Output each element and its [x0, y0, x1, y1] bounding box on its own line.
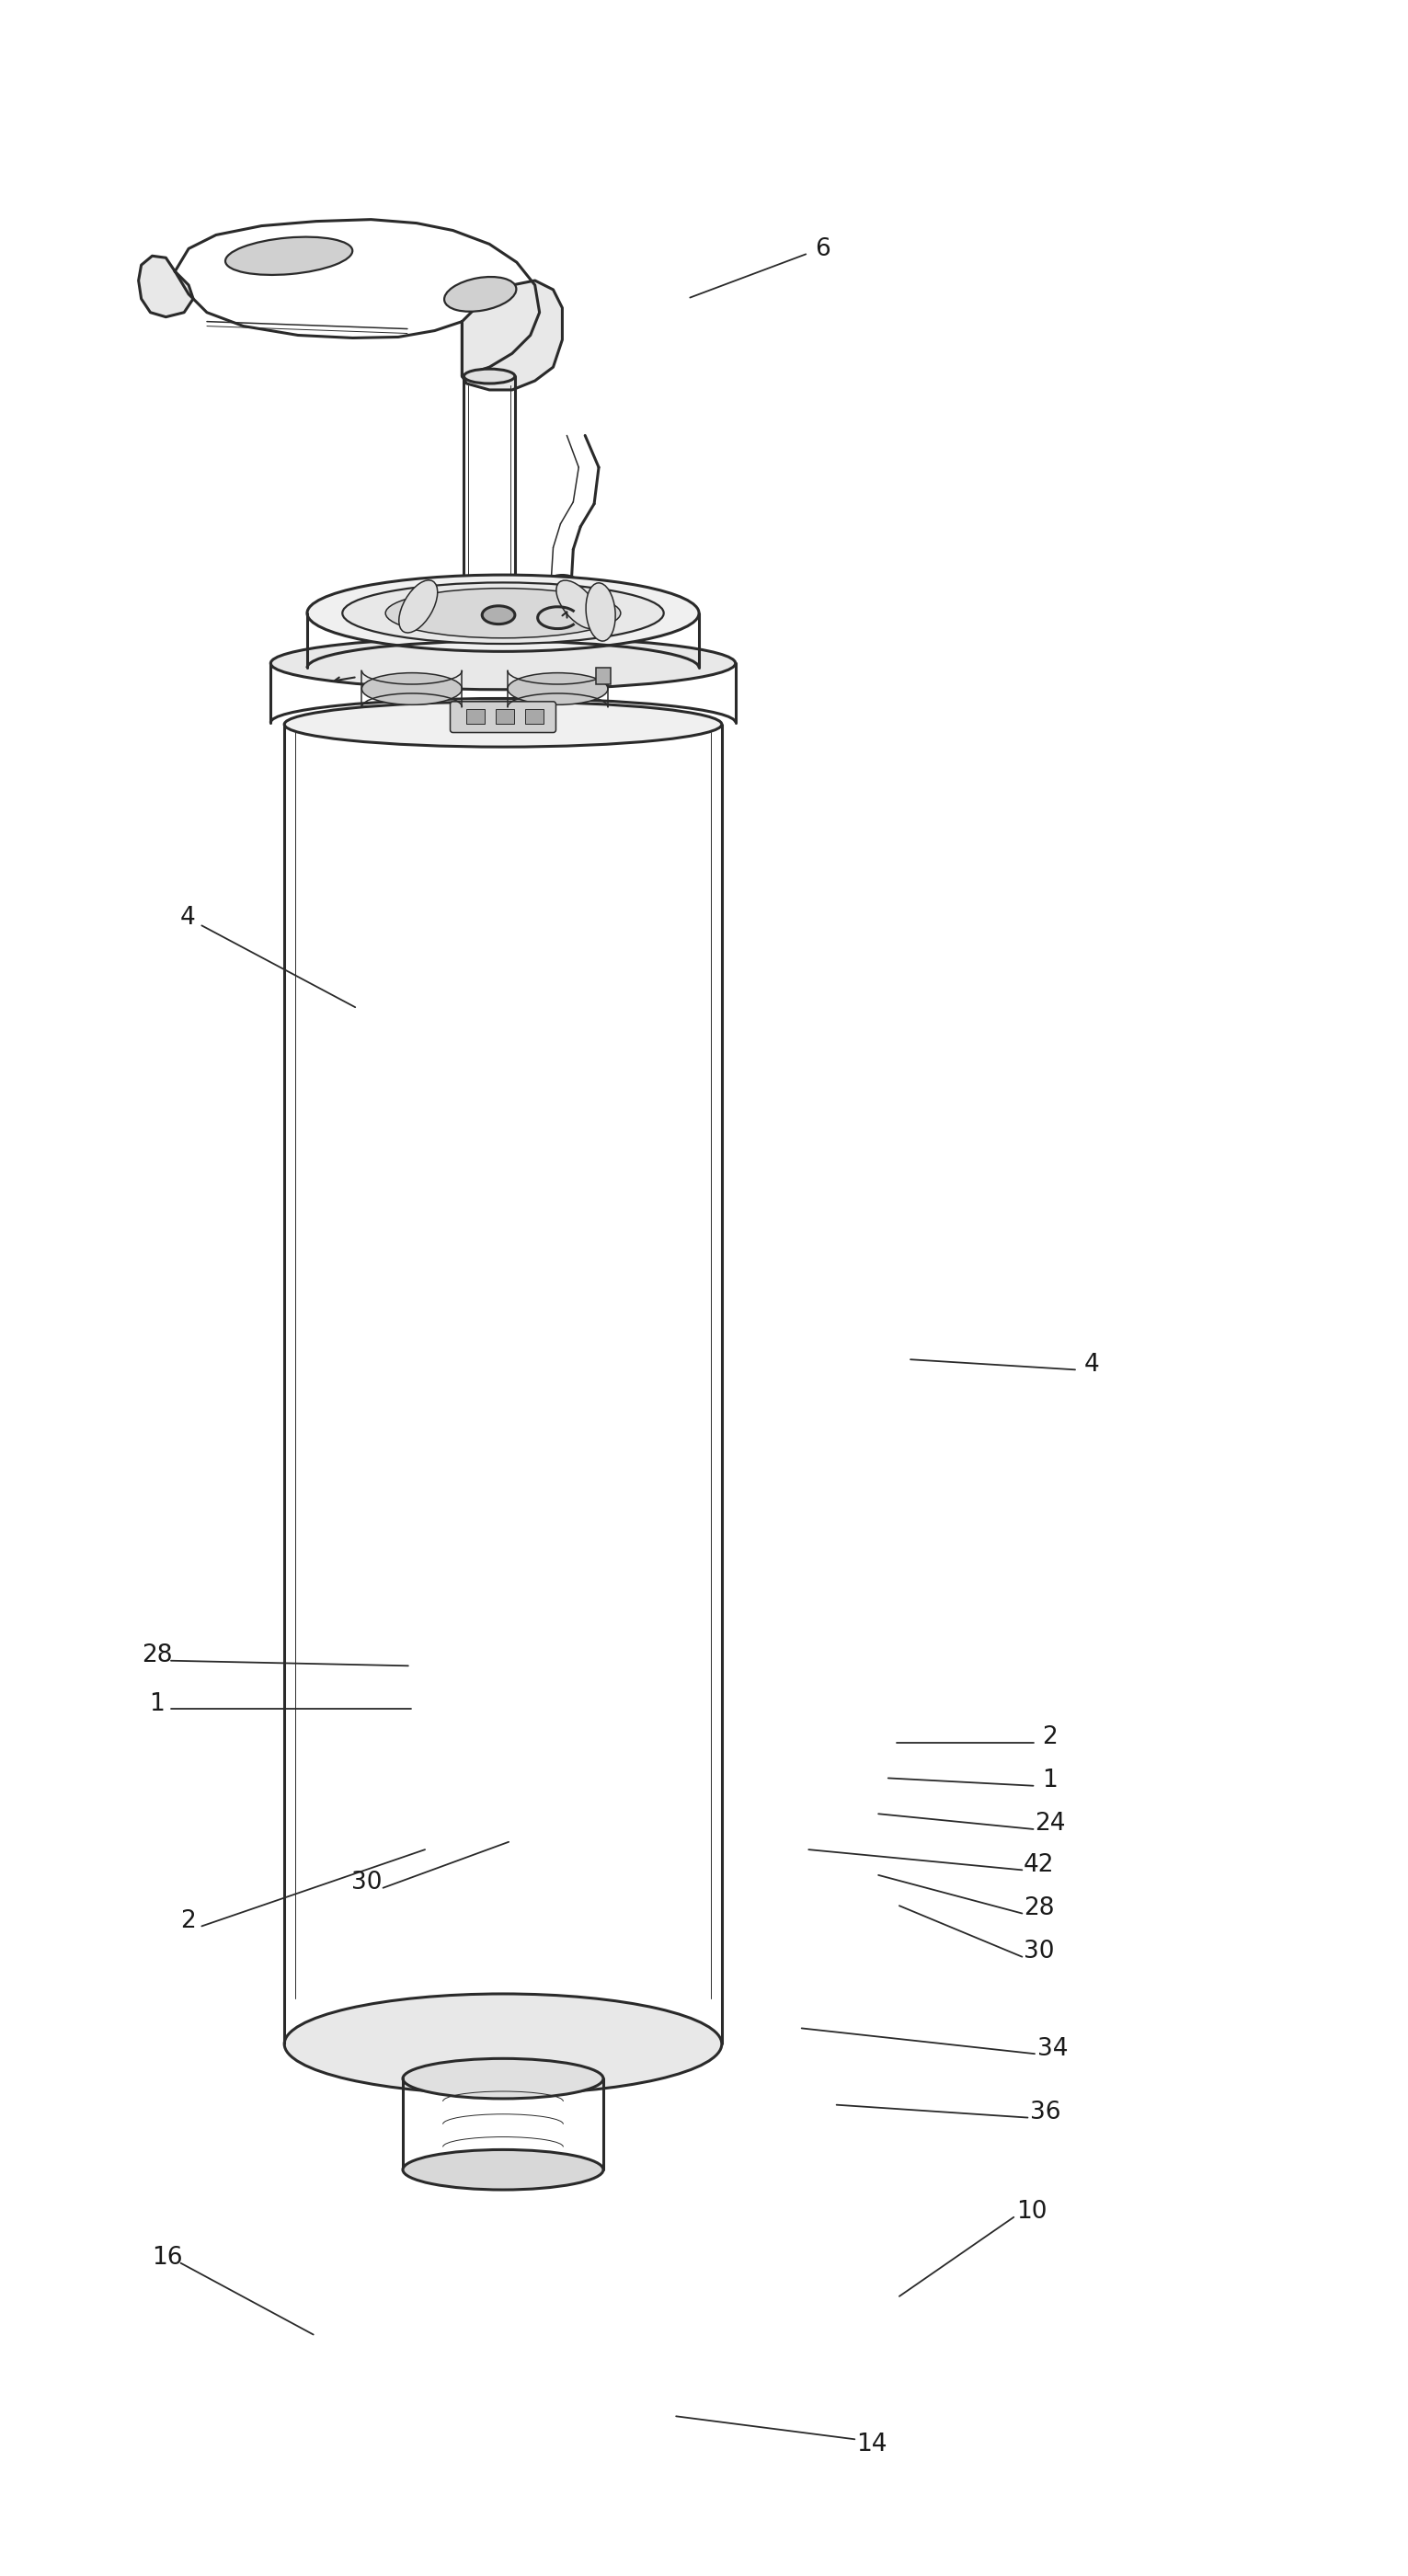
Ellipse shape: [270, 636, 735, 690]
Bar: [496, 708, 514, 724]
Bar: [466, 708, 484, 724]
Text: 1: 1: [149, 1692, 165, 1716]
Polygon shape: [138, 255, 193, 317]
Polygon shape: [175, 219, 539, 376]
Text: 36: 36: [1031, 2099, 1062, 2125]
Text: 24: 24: [1035, 1811, 1066, 1837]
Bar: [525, 708, 543, 724]
Text: 2: 2: [180, 1909, 196, 1932]
Ellipse shape: [403, 2058, 603, 2099]
Ellipse shape: [284, 701, 722, 747]
Ellipse shape: [556, 580, 600, 629]
Text: 28: 28: [1024, 1896, 1055, 1919]
Ellipse shape: [482, 605, 515, 623]
Ellipse shape: [284, 1994, 722, 2094]
Text: 28: 28: [142, 1643, 172, 1667]
Text: 42: 42: [1024, 1852, 1055, 1878]
Ellipse shape: [586, 582, 615, 641]
Text: 10: 10: [1017, 2200, 1048, 2223]
Bar: [596, 667, 611, 685]
Text: 1: 1: [1042, 1770, 1057, 1793]
Text: 34: 34: [1038, 2038, 1069, 2061]
Ellipse shape: [342, 582, 663, 644]
Ellipse shape: [386, 587, 621, 639]
Text: 4: 4: [180, 907, 196, 930]
Ellipse shape: [362, 672, 462, 706]
Text: 14: 14: [856, 2432, 887, 2458]
FancyBboxPatch shape: [451, 701, 556, 732]
Ellipse shape: [508, 672, 608, 706]
Ellipse shape: [307, 574, 698, 652]
Ellipse shape: [543, 574, 580, 598]
Ellipse shape: [398, 580, 438, 634]
Text: 4: 4: [1084, 1352, 1100, 1376]
Text: 30: 30: [351, 1870, 382, 1896]
Ellipse shape: [445, 276, 517, 312]
Polygon shape: [462, 281, 562, 389]
Text: 16: 16: [152, 2246, 182, 2269]
Text: 30: 30: [1024, 1940, 1055, 1963]
Ellipse shape: [225, 237, 352, 276]
Ellipse shape: [403, 2148, 603, 2190]
Text: 2: 2: [1042, 1726, 1057, 1749]
Ellipse shape: [463, 368, 515, 384]
Text: 6: 6: [815, 237, 831, 260]
